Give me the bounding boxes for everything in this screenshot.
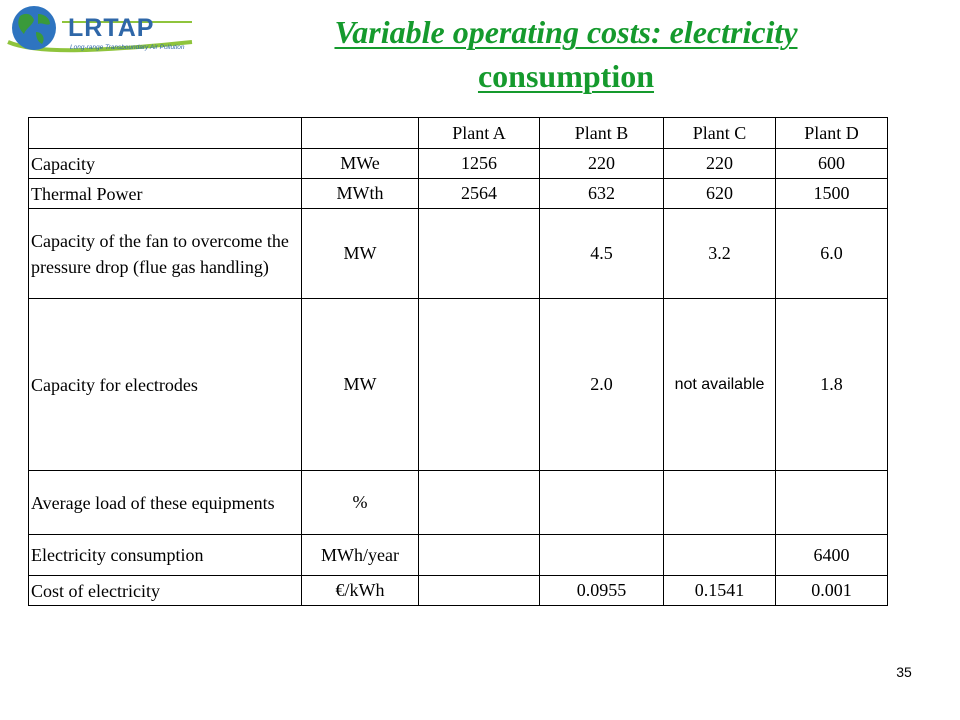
- header-cell: Plant C: [663, 117, 776, 149]
- row-unit: MWe: [301, 148, 419, 179]
- row-label: Average load of these equipments: [28, 470, 302, 535]
- table-cell: 4.5: [539, 208, 664, 299]
- table-cell: 1.8: [775, 298, 888, 471]
- row-label: Cost of electricity: [28, 575, 302, 606]
- logo-text: LRTAP: [68, 14, 155, 42]
- table-cell: 6.0: [775, 208, 888, 299]
- table-cell: [418, 534, 540, 576]
- row-unit: MWth: [301, 178, 419, 209]
- row-label: Thermal Power: [28, 178, 302, 209]
- table-cell: 6400: [775, 534, 888, 576]
- table-cell: not available: [663, 298, 776, 471]
- header-cell: [301, 117, 419, 149]
- table-cell: 3.2: [663, 208, 776, 299]
- table-cell: 2.0: [539, 298, 664, 471]
- table-cell: 220: [663, 148, 776, 179]
- row-label: Capacity for electrodes: [28, 298, 302, 471]
- table-cell: [418, 298, 540, 471]
- swoosh-icon: [7, 21, 193, 53]
- table-row: Cost of electricity €/kWh 0.0955 0.1541 …: [28, 575, 888, 606]
- table-cell: [418, 470, 540, 535]
- table-row: Thermal Power MWth 2564 632 620 1500: [28, 178, 888, 209]
- page-title: Variable operating costs: electricity co…: [250, 10, 882, 98]
- table-row: Capacity MWe 1256 220 220 600: [28, 148, 888, 179]
- table-cell: 600: [775, 148, 888, 179]
- table-row: Average load of these equipments %: [28, 470, 888, 535]
- table-cell: [775, 470, 888, 535]
- row-unit: MW: [301, 298, 419, 471]
- table-row: Electricity consumption MWh/year 6400: [28, 534, 888, 576]
- header-cell: Plant D: [775, 117, 888, 149]
- table-cell: 1256: [418, 148, 540, 179]
- table-cell: 2564: [418, 178, 540, 209]
- title-line-1: Variable operating costs: electricity: [334, 14, 798, 50]
- lrtap-logo: LRTAP Long-range Transboundary Air Pollu…: [6, 2, 196, 58]
- header-cell: Plant B: [539, 117, 664, 149]
- row-unit: %: [301, 470, 419, 535]
- table-cell: [663, 470, 776, 535]
- header-cell: Plant A: [418, 117, 540, 149]
- page-number: 35: [896, 664, 912, 680]
- table-row: Capacity of the fan to overcome the pres…: [28, 208, 888, 299]
- table-cell: [418, 575, 540, 606]
- table-header-row: Plant A Plant B Plant C Plant D: [28, 117, 888, 149]
- table-cell: 0.001: [775, 575, 888, 606]
- table-cell: [418, 208, 540, 299]
- table-row: Capacity for electrodes MW 2.0 not avail…: [28, 298, 888, 471]
- table-cell: [539, 534, 664, 576]
- row-unit: €/kWh: [301, 575, 419, 606]
- table-cell: 0.1541: [663, 575, 776, 606]
- row-label: Electricity consumption: [28, 534, 302, 576]
- table-cell: 620: [663, 178, 776, 209]
- table-cell: 220: [539, 148, 664, 179]
- table-cell: [663, 534, 776, 576]
- row-unit: MW: [301, 208, 419, 299]
- table-cell: 632: [539, 178, 664, 209]
- cost-table: Plant A Plant B Plant C Plant D Capacity…: [28, 117, 888, 606]
- logo-subtitle: Long-range Transboundary Air Pollution: [70, 44, 185, 51]
- title-line-2: consumption: [477, 58, 655, 94]
- row-label: Capacity of the fan to overcome the pres…: [28, 208, 302, 299]
- header-cell: [28, 117, 302, 149]
- table-cell: 1500: [775, 178, 888, 209]
- table-cell: [539, 470, 664, 535]
- table-cell: 0.0955: [539, 575, 664, 606]
- row-unit: MWh/year: [301, 534, 419, 576]
- row-label: Capacity: [28, 148, 302, 179]
- globe-icon: [12, 6, 56, 50]
